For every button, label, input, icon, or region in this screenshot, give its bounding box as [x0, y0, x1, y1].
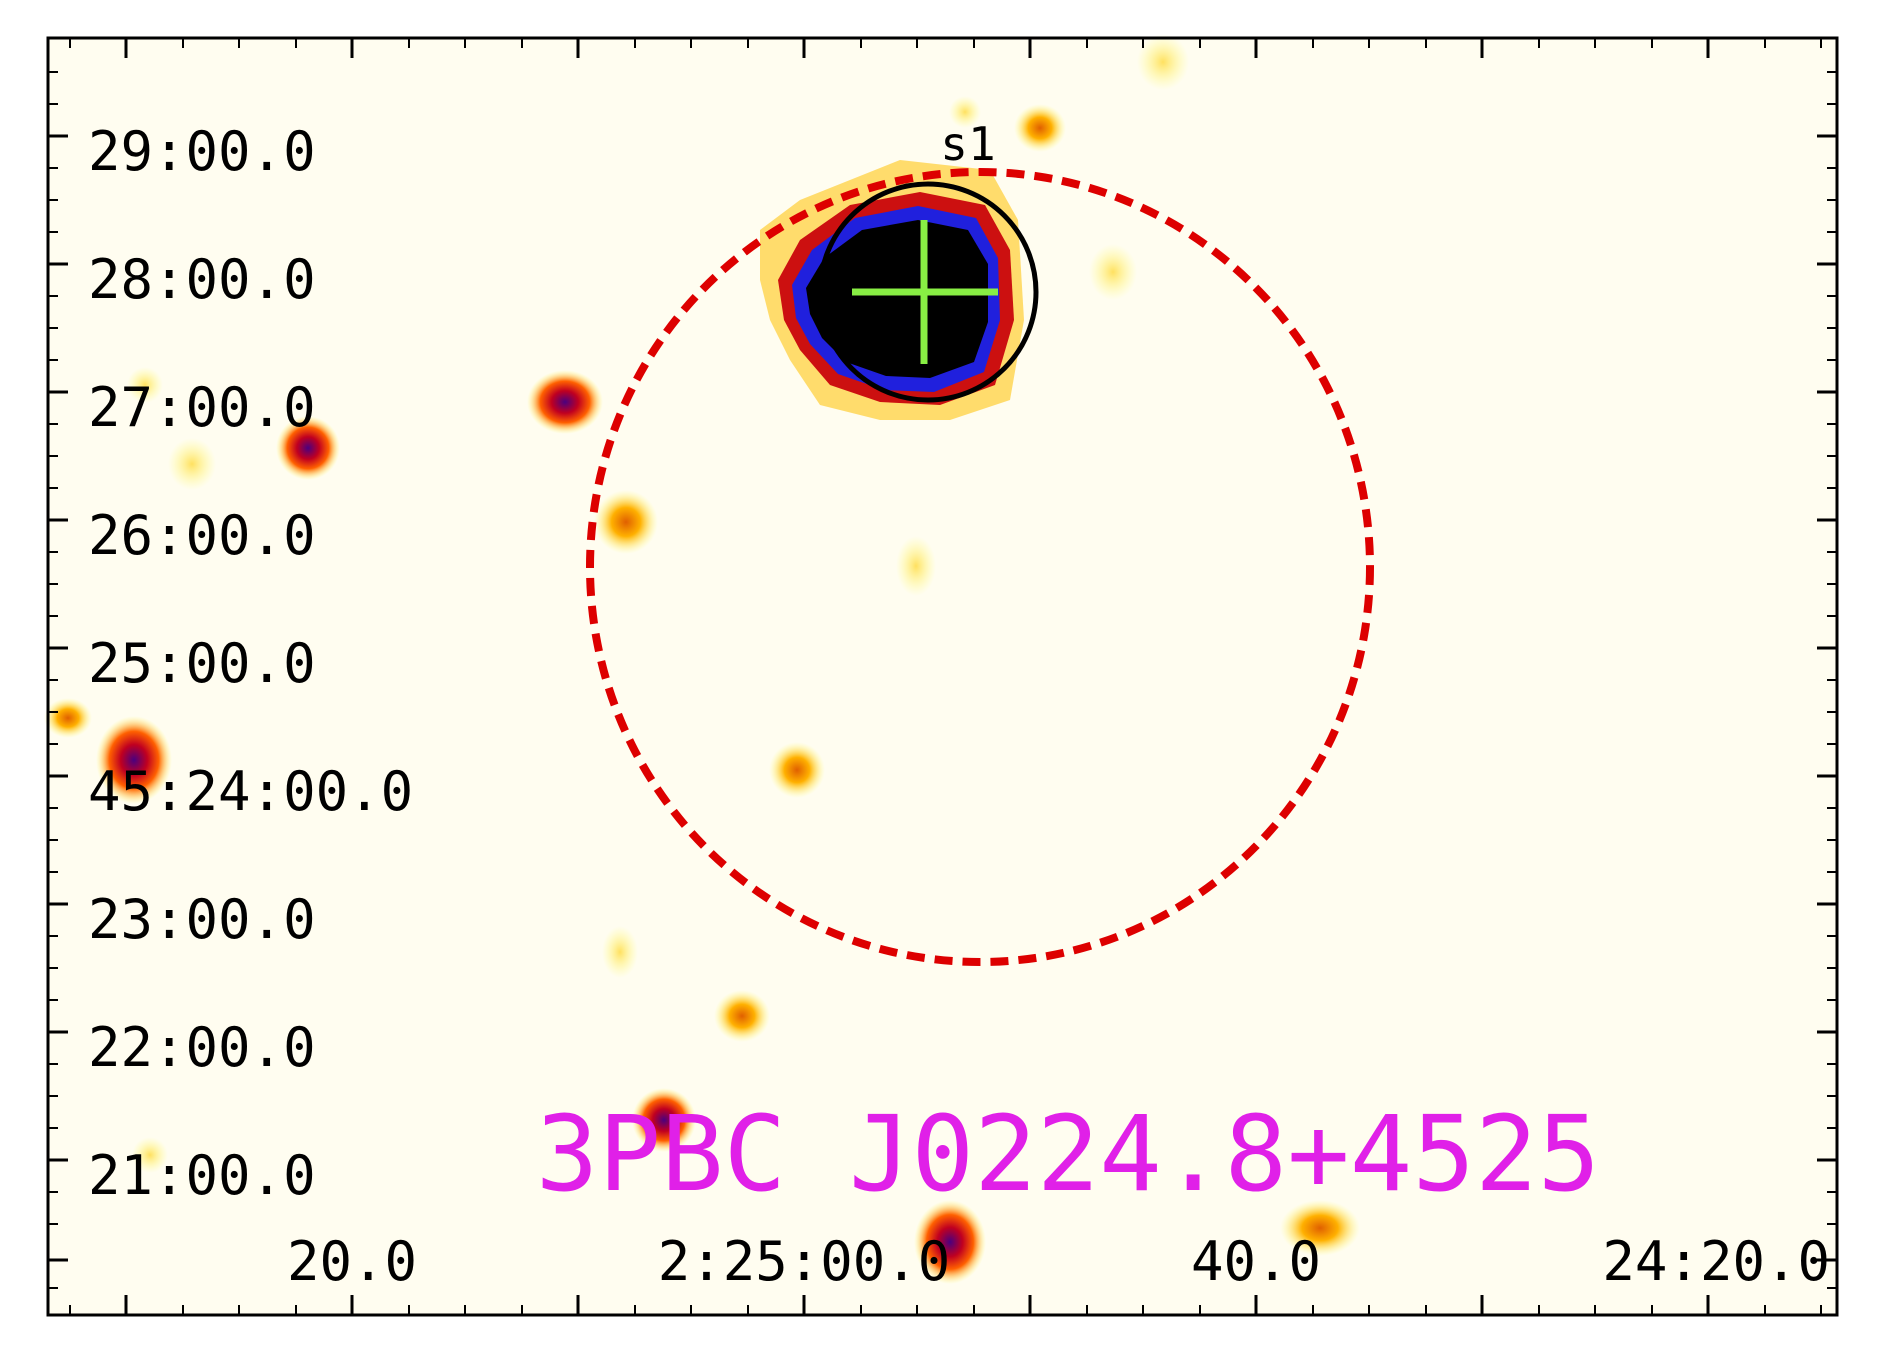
source-blob	[1137, 34, 1189, 90]
source-blob	[914, 1200, 986, 1284]
source-blob	[714, 990, 770, 1042]
source-blob	[276, 416, 340, 480]
axis-minor-ticks	[48, 38, 1837, 1315]
source-blob	[1089, 244, 1137, 300]
source-blob	[949, 96, 981, 128]
y-tick-label: 27:00.0	[88, 376, 316, 439]
y-axis-labels: 29:00.0 28:00.0 27:00.0 26:00.0 25:00.0 …	[88, 120, 413, 1207]
y-tick-label: 23:00.0	[88, 888, 316, 951]
source-blob	[1014, 104, 1066, 152]
source-blob	[769, 742, 825, 798]
y-tick-label: 22:00.0	[88, 1016, 316, 1079]
source-blob	[168, 438, 216, 490]
axis-ticks	[48, 38, 1837, 1315]
plot-frame	[46, 36, 1839, 1317]
y-tick-label: 25:00.0	[88, 632, 316, 695]
source-blob	[96, 716, 172, 804]
x-tick-label: 20.0	[287, 1230, 417, 1293]
y-tick-label: 45:24:00.0	[88, 760, 413, 823]
y-tick-label: 21:00.0	[88, 1144, 316, 1207]
source-blob	[132, 1137, 168, 1173]
x-tick-label: 40.0	[1191, 1230, 1321, 1293]
y-tick-label: 26:00.0	[88, 504, 316, 567]
source-label-s1: s1	[940, 117, 995, 171]
source-blob	[44, 698, 92, 738]
image-title: 3PBC J0224.8+4525	[536, 1093, 1600, 1215]
source-core	[806, 220, 988, 378]
source-blob	[594, 490, 658, 554]
source-circle	[817, 181, 1039, 403]
x-tick-label: 24:20.0	[1602, 1230, 1830, 1293]
source-blob	[602, 926, 638, 978]
x-tick-label: 2:25:00.0	[658, 1230, 951, 1293]
y-tick-label: 28:00.0	[88, 248, 316, 311]
y-tick-label: 29:00.0	[88, 120, 316, 183]
source-blob	[527, 370, 603, 434]
source-blob	[632, 1088, 696, 1152]
x-axis-labels: 20.0 2:25:00.0 40.0 24:20.0	[287, 1230, 1830, 1293]
source-blob	[127, 367, 163, 403]
error-circle-dashed	[586, 168, 1374, 966]
source-blob	[896, 536, 936, 596]
source-blob	[1280, 1200, 1360, 1256]
bright-source-s1	[760, 160, 1039, 420]
background-sources	[44, 34, 1360, 1284]
